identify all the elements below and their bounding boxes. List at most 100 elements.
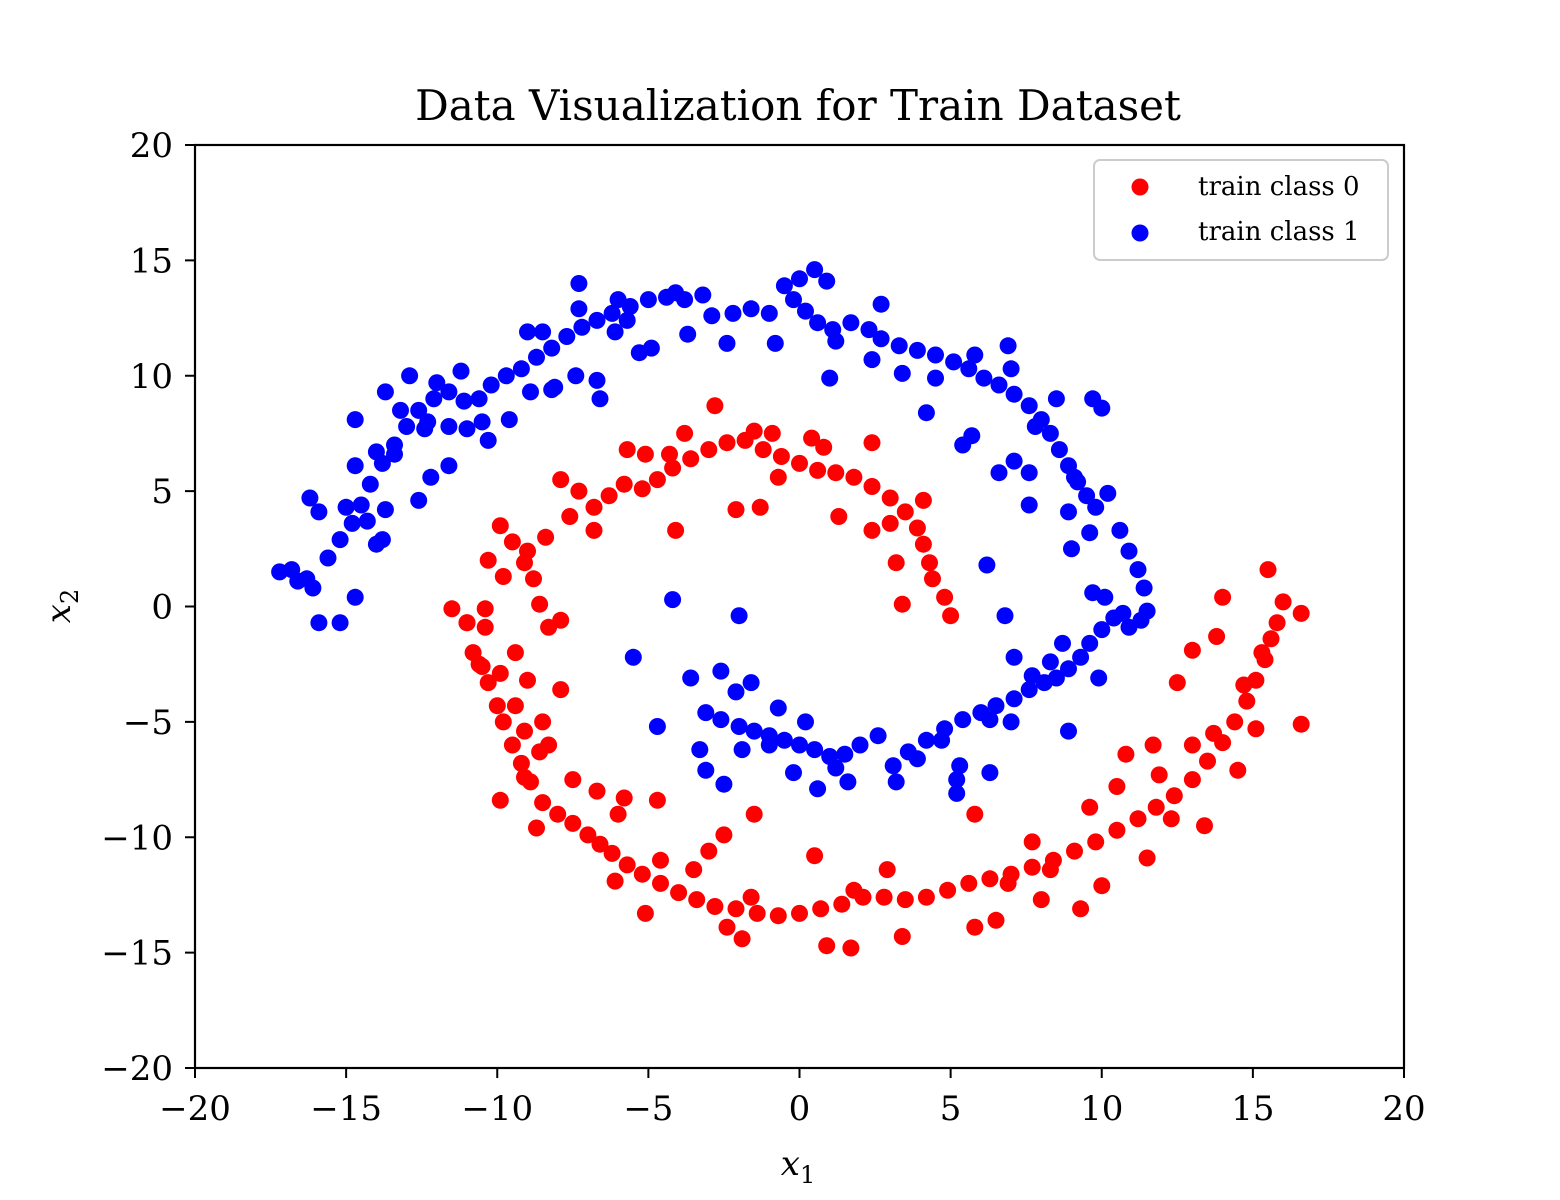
data-point-class-0 <box>987 911 1005 929</box>
data-point-class-0 <box>921 554 938 572</box>
data-point-class-0 <box>936 588 954 606</box>
data-point-class-0 <box>960 874 978 892</box>
data-point-class-0 <box>652 851 669 869</box>
data-point-class-0 <box>479 551 497 569</box>
data-point-class-0 <box>1066 842 1083 860</box>
legend-swatch-class-1 <box>1131 224 1149 242</box>
x-tick-label: 20 <box>1382 1089 1425 1129</box>
data-point-class-0 <box>476 618 494 636</box>
data-point-class-1 <box>346 457 364 475</box>
data-point-class-1 <box>440 418 458 435</box>
data-point-class-1 <box>963 427 981 445</box>
data-point-class-1 <box>863 351 881 369</box>
legend-label-class-1: train class 1 <box>1198 217 1360 247</box>
data-point-class-0 <box>833 895 851 913</box>
data-point-class-0 <box>881 489 899 507</box>
chart-title: Data Visualization for Train Dataset <box>415 81 1181 130</box>
data-point-class-0 <box>809 461 827 479</box>
x-tick-label: 10 <box>1080 1089 1123 1129</box>
data-point-class-0 <box>579 826 597 844</box>
data-point-class-0 <box>458 614 476 632</box>
data-point-class-1 <box>410 491 428 509</box>
data-point-class-1 <box>806 741 824 759</box>
data-point-class-1 <box>1063 540 1080 558</box>
data-point-class-0 <box>618 856 636 874</box>
data-point-class-1 <box>428 374 446 392</box>
data-point-class-0 <box>830 508 848 525</box>
data-point-class-0 <box>661 445 678 463</box>
data-point-class-1 <box>519 323 536 341</box>
data-point-class-0 <box>667 521 685 539</box>
data-point-class-0 <box>718 918 736 936</box>
data-point-class-1 <box>1093 621 1111 639</box>
data-point-class-1 <box>712 711 730 729</box>
data-point-class-0 <box>519 542 536 560</box>
data-point-class-1 <box>1135 579 1153 597</box>
data-point-class-0 <box>1259 561 1277 579</box>
data-point-class-0 <box>875 888 893 906</box>
data-point-class-1 <box>1002 360 1020 378</box>
data-point-class-1 <box>1020 496 1038 514</box>
data-point-class-1 <box>639 291 657 309</box>
data-point-class-1 <box>376 501 394 519</box>
data-point-class-1 <box>1081 634 1099 652</box>
data-point-class-0 <box>615 789 633 807</box>
legend-box <box>1093 159 1389 261</box>
data-point-class-0 <box>1292 715 1310 733</box>
data-point-class-1 <box>703 307 721 325</box>
data-point-class-0 <box>470 655 488 673</box>
data-point-class-0 <box>887 554 905 572</box>
data-point-class-1 <box>479 431 497 449</box>
x-tick-label: 15 <box>1231 1089 1274 1129</box>
y-tick-label: 15 <box>130 241 173 281</box>
data-point-class-0 <box>878 861 896 879</box>
data-point-class-0 <box>648 791 666 809</box>
data-point-class-0 <box>519 671 536 689</box>
data-point-class-1 <box>948 784 966 802</box>
data-point-class-0 <box>842 939 860 957</box>
data-point-class-0 <box>1108 821 1126 839</box>
data-point-class-1 <box>1041 653 1059 671</box>
data-point-class-1 <box>1020 397 1038 415</box>
data-point-class-0 <box>1165 787 1183 805</box>
data-point-class-1 <box>392 401 409 419</box>
data-point-class-1 <box>337 498 355 516</box>
data-point-class-0 <box>763 424 781 442</box>
data-point-class-0 <box>908 519 926 537</box>
data-point-class-0 <box>525 570 542 588</box>
data-point-class-1 <box>512 360 530 378</box>
data-point-class-0 <box>633 480 651 498</box>
data-point-class-0 <box>706 397 724 415</box>
data-point-class-1 <box>588 311 606 329</box>
data-point-class-1 <box>960 360 978 378</box>
data-point-class-1 <box>975 369 993 387</box>
data-point-class-1 <box>1111 521 1129 539</box>
data-point-class-0 <box>615 475 633 493</box>
data-point-class-1 <box>1054 634 1071 652</box>
data-point-class-1 <box>1120 542 1138 560</box>
data-point-class-1 <box>839 773 857 791</box>
x-tick-label: 0 <box>789 1089 811 1129</box>
data-point-class-1 <box>603 304 621 322</box>
data-point-class-0 <box>772 448 790 465</box>
data-point-class-0 <box>733 930 751 948</box>
data-point-class-0 <box>914 535 932 553</box>
data-point-class-0 <box>1196 817 1213 835</box>
data-point-class-1 <box>933 731 951 749</box>
data-point-class-0 <box>924 570 941 588</box>
data-point-class-0 <box>1150 766 1168 784</box>
data-point-class-1 <box>455 392 473 410</box>
data-point-class-0 <box>1129 810 1147 828</box>
data-point-class-0 <box>676 424 694 442</box>
data-point-class-1 <box>851 736 869 754</box>
data-point-class-0 <box>1274 593 1292 611</box>
data-point-class-0 <box>1235 676 1253 694</box>
data-point-class-0 <box>570 482 588 500</box>
data-point-class-1 <box>948 771 966 789</box>
data-point-class-0 <box>564 771 582 789</box>
data-point-class-1 <box>1060 503 1077 521</box>
data-point-class-1 <box>1026 418 1044 435</box>
data-point-class-0 <box>881 514 899 532</box>
data-point-class-0 <box>939 881 957 899</box>
